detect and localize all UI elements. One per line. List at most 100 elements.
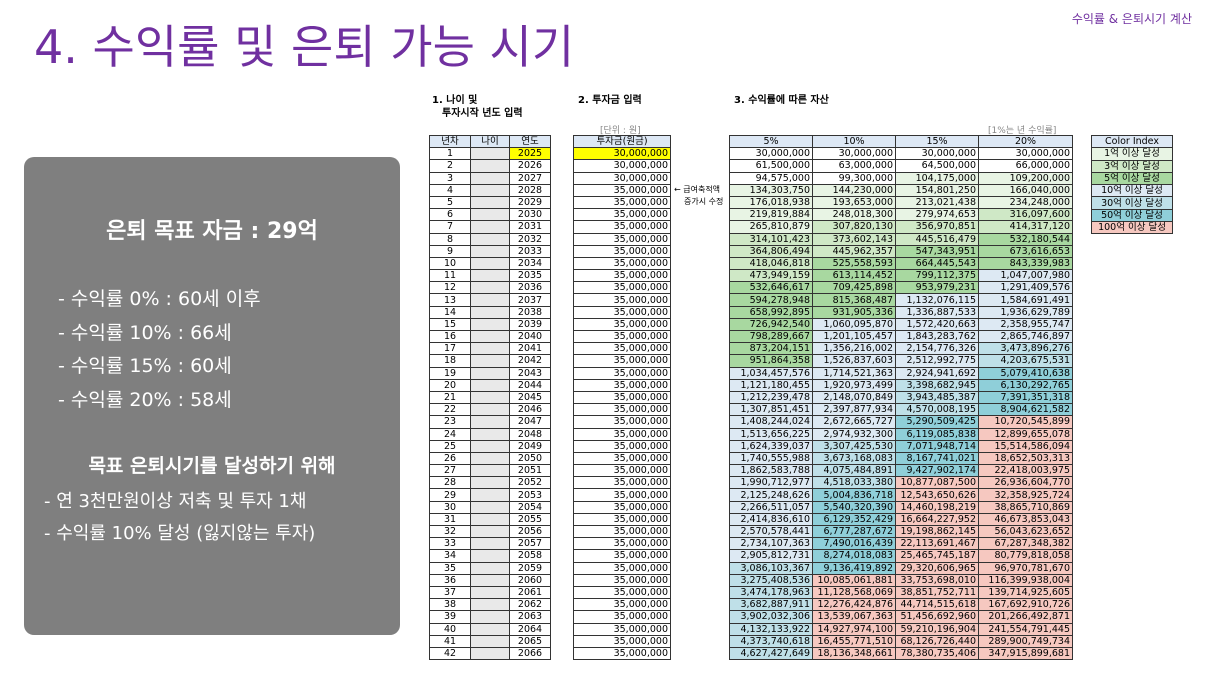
table-row: 30 2054	[429, 500, 551, 514]
table-cell: 41	[429, 634, 471, 648]
header-note: 수익률 & 은퇴시기 계산	[1071, 12, 1192, 26]
table-cell: 316,097,600	[978, 208, 1073, 222]
table-row: 37 2061	[429, 585, 551, 600]
table-cell: 94,575,000	[729, 171, 813, 185]
table-cell: 44,714,515,618	[895, 598, 979, 612]
table-row: 5 2029	[429, 195, 551, 210]
table-cell: 35,000,000	[573, 232, 671, 246]
table-row: 1,121,180,455 1,920,973,499 3,398,682,945 6…	[729, 378, 1073, 392]
table-cell: 6,119,085,838	[895, 427, 979, 441]
table-cell: 35,000,000	[573, 488, 671, 502]
side-note: ← 급여축적액 증가시 수정	[674, 185, 724, 206]
table-row: 532,646,617 709,425,898 953,979,231 1,291,4…	[729, 281, 1073, 295]
table-row: 1,408,244,024 2,672,665,727 5,290,509,425 1…	[729, 415, 1073, 429]
table-cell: 2035	[509, 269, 551, 283]
table-row: 35,000,000	[573, 585, 671, 600]
age-cell-blurred	[470, 390, 510, 405]
table-cell: 201,266,492,871	[978, 610, 1073, 624]
table-cell: 2,414,836,610	[729, 512, 813, 527]
table-cell: 248,018,300	[812, 208, 896, 222]
table-row: 3,275,408,536 10,085,061,881 33,753,698,01…	[729, 573, 1073, 587]
table-row: 35,000,000	[573, 232, 671, 246]
table-cell: 30,000,000	[895, 147, 979, 161]
age-cell-blurred	[470, 561, 510, 575]
age-cell-blurred	[470, 403, 510, 417]
table-row: 1,624,339,037 3,307,425,530 7,071,948,714 1…	[729, 439, 1073, 453]
table-cell: 2,512,992,775	[895, 354, 979, 368]
table-cell: 35,000,000	[573, 561, 671, 575]
table-row: 2,125,248,626 5,004,836,718 12,543,650,626…	[729, 488, 1073, 502]
table-cell: 11	[429, 269, 471, 283]
table-cell: 2053	[509, 488, 551, 502]
table-cell: 2,570,578,441	[729, 524, 813, 539]
table-row: 2,414,836,610 6,129,352,429 16,664,227,952…	[729, 512, 1073, 527]
table-cell: 5,079,410,638	[978, 366, 1073, 380]
legend-item: 1억 이상 달성	[1091, 147, 1173, 161]
table-cell: 35,000,000	[573, 524, 671, 539]
table-cell: 193,653,000	[812, 195, 896, 210]
table-cell: 35,000,000	[573, 220, 671, 234]
table-cell: 2	[429, 159, 471, 173]
table-cell: 2039	[509, 317, 551, 332]
table-row: 35,000,000	[573, 439, 671, 453]
table-cell: 2059	[509, 561, 551, 575]
col-header: 10%	[812, 134, 896, 149]
table-cell: 1,584,691,491	[978, 293, 1073, 307]
table-cell: 9,136,419,892	[812, 561, 896, 575]
table-cell: 35,000,000	[573, 208, 671, 222]
table-cell: 21	[429, 390, 471, 405]
age-cell-blurred	[470, 622, 510, 636]
table-cell: 30,000,000	[729, 147, 813, 161]
table-cell: 658,992,895	[729, 305, 813, 319]
table-cell: 843,339,983	[978, 256, 1073, 271]
legend-row: 30억 이상 달성	[1091, 196, 1173, 210]
age-cell-blurred	[470, 195, 510, 210]
table-cell: 16,455,771,510	[812, 634, 896, 648]
table-cell: 38,865,710,869	[978, 500, 1073, 514]
table-row: 35,000,000	[573, 500, 671, 514]
rate-item: - 수익률 20% : 58세	[58, 389, 232, 411]
table-row: 20 2044	[429, 378, 551, 392]
table-row: 35,000,000	[573, 220, 671, 234]
legend-item: 100억 이상 달성	[1091, 221, 1173, 235]
age-cell-blurred	[470, 598, 510, 612]
table-cell: 59,210,196,904	[895, 622, 979, 636]
table-cell: 116,399,938,004	[978, 573, 1073, 587]
table-cell: 14	[429, 305, 471, 319]
table-cell: 35,000,000	[573, 244, 671, 258]
table-row: 219,819,884 248,018,300 279,974,653 316,097…	[729, 208, 1073, 222]
table-cell: 10,085,061,881	[812, 573, 896, 587]
plan-item: - 수익률 10% 달성 (잃지않는 투자)	[44, 523, 316, 544]
table-cell: 709,425,898	[812, 281, 896, 295]
table-row: 35,000,000	[573, 512, 671, 527]
table-cell: 2036	[509, 281, 551, 295]
table-cell: 1,408,244,024	[729, 415, 813, 429]
table-cell: 15,514,586,094	[978, 439, 1073, 453]
table-row: 1 2025	[429, 147, 551, 161]
table-row: 35,000,000	[573, 451, 671, 466]
table-row: 35,000,000	[573, 366, 671, 380]
age-cell-blurred	[470, 220, 510, 234]
table-row: 35,000,000	[573, 427, 671, 441]
table-row: 35,000,000	[573, 622, 671, 636]
table-row: 4,627,427,649 18,136,348,661 78,380,735,40…	[729, 646, 1073, 661]
table-row: 314,101,423 373,602,143 445,516,479 532,180…	[729, 232, 1073, 246]
age-cell-blurred	[470, 500, 510, 514]
table-cell: 26	[429, 451, 471, 466]
table-cell: 265,810,879	[729, 220, 813, 234]
age-cell-blurred	[470, 256, 510, 271]
table-row: 364,806,494 445,962,357 547,343,951 673,616…	[729, 244, 1073, 258]
table-cell: 35,000,000	[573, 476, 671, 490]
table-cell: 1,047,007,980	[978, 269, 1073, 283]
table-row: 8 2032	[429, 232, 551, 246]
table-cell: 17	[429, 342, 471, 356]
table-row: 35,000,000	[573, 293, 671, 307]
table-row: 798,289,667 1,201,105,457 1,843,283,762 2,8…	[729, 329, 1073, 344]
table-cell: 4,627,427,649	[729, 646, 813, 661]
table-cell: 35,000,000	[573, 183, 671, 197]
table-cell: 25,465,745,187	[895, 549, 979, 563]
table-cell: 35,000,000	[573, 256, 671, 271]
table-row: 19 2043	[429, 366, 551, 380]
table-cell: 15	[429, 317, 471, 332]
table-cell: 1,034,457,576	[729, 366, 813, 380]
